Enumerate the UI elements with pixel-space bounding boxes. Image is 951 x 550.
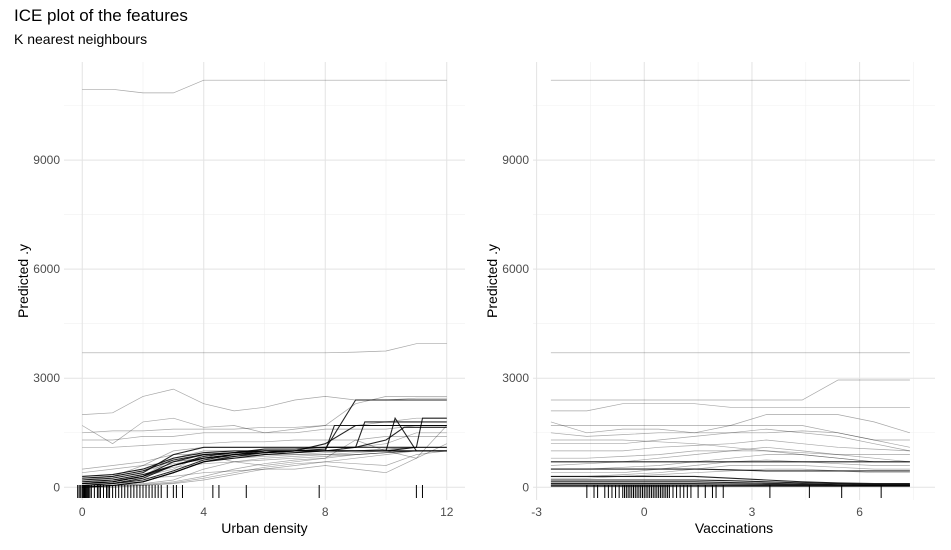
x-tick-label: -3: [531, 505, 542, 519]
ice-line-4: [550, 403, 910, 412]
x-tick-label: 3: [749, 505, 756, 519]
ice-line-16: [550, 439, 910, 463]
y-tick-label: 9000: [502, 153, 529, 167]
x-axis-title: Urban density: [221, 520, 307, 536]
x-tick-label: 4: [200, 505, 207, 519]
panel-1: 0 4 8 12 0 3000 6000 9000 Urban density Predicted…: [15, 62, 465, 536]
ice-line-dense-5: [550, 483, 910, 487]
rug: [586, 485, 882, 498]
ice-line-dense-8: [550, 468, 910, 472]
ice-line-7: [550, 428, 910, 452]
ice-line-dense-10: [82, 399, 447, 487]
ice-line-12: [82, 450, 447, 488]
ice-line-2: [82, 343, 447, 354]
ice-line-6: [82, 425, 447, 441]
y-tick-label: 6000: [33, 262, 60, 276]
ice-line-8: [550, 439, 910, 452]
ice-line-dense-7: [82, 426, 447, 479]
y-tick-label: 0: [53, 480, 60, 494]
y-axis-title: Predicted .y: [484, 244, 500, 318]
panel-2: -3 0 3 60300060009000VaccinationsPredicted …: [484, 62, 935, 536]
x-tick-label: 0: [79, 505, 86, 519]
ice-line-14: [550, 468, 910, 479]
ice-line-1: [82, 79, 447, 94]
ice-line-9: [550, 450, 910, 459]
ice-line-dense-1: [82, 446, 447, 481]
x-tick-label: 0: [641, 505, 648, 519]
x-axis-title: Vaccinations: [695, 520, 773, 536]
x-tick-label: 8: [322, 505, 329, 519]
chart-subtitle: K nearest neighbours: [14, 31, 148, 47]
ice-line-4: [82, 396, 447, 445]
y-tick-label: 3000: [33, 371, 60, 385]
ice-line-dense-6: [82, 421, 447, 487]
ice-line-5: [550, 414, 911, 434]
ice-line-dense-2: [550, 475, 910, 485]
ice-line-3: [550, 379, 910, 401]
x-tick-label: 6: [856, 505, 863, 519]
ice-lines: [550, 79, 911, 487]
y-axis-title: Predicted .y: [15, 244, 31, 318]
y-tick-label: 0: [522, 480, 529, 494]
y-tick-label: 3000: [502, 371, 529, 385]
y-tick-label: 6000: [502, 262, 529, 276]
x-tick-label: 12: [440, 505, 454, 519]
chart-title: ICE plot of the features: [14, 6, 188, 25]
ice-line-dense-3: [550, 479, 910, 485]
rug: [77, 485, 423, 498]
ice-line-11: [550, 454, 910, 470]
ice-line-13: [550, 465, 910, 477]
ice-line-10: [550, 446, 910, 466]
ice-line-6: [550, 430, 910, 448]
ice-line-15: [550, 425, 910, 441]
y-tick-label: 9000: [33, 153, 60, 167]
ice-line-7: [82, 436, 447, 448]
